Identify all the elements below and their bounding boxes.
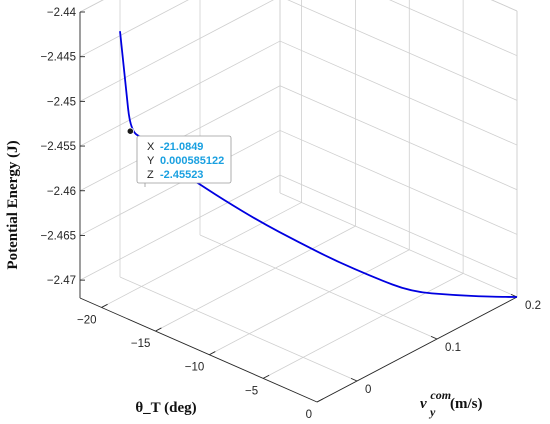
x-gridline-floor (101, 202, 302, 308)
datatip[interactable]: X -21.0849 Y 0.000585122 Z -2.45523 (136, 135, 232, 187)
y-tick-label: 0.2 (525, 300, 541, 312)
z-gridline-back (389, 0, 518, 57)
z-gridline-back (490, 0, 518, 12)
datatip-box (136, 135, 232, 184)
z-tick-label: −2.47 (47, 275, 76, 287)
datatip-y-value: 0.000585122 (160, 155, 224, 167)
z-gridline-left (79, 0, 274, 102)
datatip-x-key: X (147, 141, 155, 153)
z-gridline-left (79, 0, 104, 13)
y-gridline-floor (199, 234, 438, 340)
datatip-z-key: Z (147, 169, 154, 181)
y-axis-label-sup: com (430, 388, 451, 402)
x-tick-label: −20 (77, 314, 97, 326)
box-edge-top-back (490, 0, 518, 12)
datatip-marker[interactable] (126, 127, 134, 135)
data-series (119, 31, 518, 298)
y-tick-mark (430, 335, 438, 340)
z-tick-label: −2.455 (41, 141, 77, 153)
datatip-z-value: -2.45523 (160, 169, 203, 181)
z-gridline-back (279, 40, 518, 146)
z-tick-label: −2.45 (47, 96, 76, 108)
z-gridline-left (79, 40, 281, 147)
z-tick-label: −2.465 (41, 230, 77, 242)
x-tick-label: −10 (185, 362, 205, 374)
z-tick-label: −2.44 (47, 7, 77, 19)
potential-energy-line (119, 31, 518, 298)
z-tick-label: −2.46 (47, 186, 76, 198)
x-tick-mark (262, 374, 270, 379)
datatip-x-value: -21.0849 (160, 141, 203, 153)
y-gridline-floor (279, 192, 518, 298)
grid-lines (79, 0, 518, 403)
x-tick-mark (209, 351, 216, 356)
y-axis-label: v com y (m/s) (420, 387, 483, 420)
y-axis-label-sub: y (428, 405, 436, 419)
axes-box (79, 11, 518, 403)
x-gridline-floor (155, 225, 356, 332)
x-gridline-floor (262, 273, 464, 379)
x-tick-label: −15 (131, 338, 151, 350)
y-axis-line (316, 296, 518, 403)
y-axis-label-base: v (420, 396, 427, 412)
y-gridline-floor (119, 276, 358, 382)
y-tick-label: 0 (365, 384, 371, 396)
y-tick-mark (350, 377, 358, 382)
z-gridline-left (79, 0, 189, 58)
x-tick-mark (155, 327, 162, 332)
datatip-y-key: Y (147, 155, 155, 167)
z-gridline-back (279, 174, 518, 280)
x-axis-line (79, 297, 318, 403)
x-axis-label: θ_T (deg) (135, 400, 196, 416)
x-gridline-floor (209, 249, 410, 356)
x-tick-label: −5 (245, 385, 258, 397)
z-gridline-back (279, 85, 518, 191)
z-gridline-back (287, 0, 518, 101)
box-edge-top-left (79, 0, 104, 13)
y-tick-label: 0.1 (445, 342, 461, 354)
tick-labels: −2.44 −2.445 −2.45 −2.455 −2.46 −2.465 −2.47 −2… (41, 7, 542, 421)
z-tick-label: −2.445 (41, 52, 77, 64)
z-axis-label: Potential Energy (J) (5, 140, 21, 269)
z-gridline-left (79, 174, 281, 281)
y-axis-label-units: (m/s) (450, 396, 483, 412)
x-tick-mark (101, 303, 108, 308)
x-axis-label-text: θ_T (deg) (135, 400, 196, 416)
x-tick-mark (316, 398, 324, 403)
z-gridline-back (279, 130, 518, 235)
x-tick-label: 0 (306, 409, 312, 421)
